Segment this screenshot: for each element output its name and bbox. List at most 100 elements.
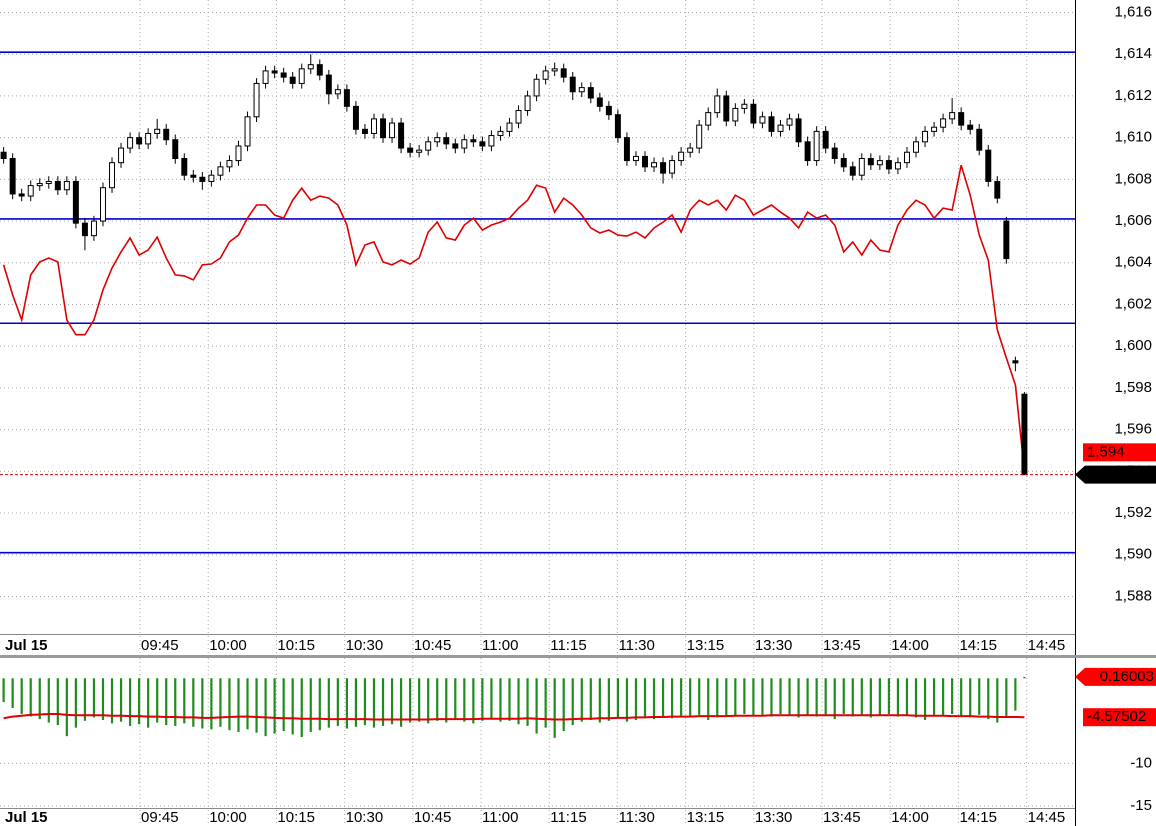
candle-body: [651, 162, 658, 168]
candle-body: [488, 135, 495, 147]
candle-body: [416, 149, 423, 153]
y-tick-label: 1,614: [1114, 45, 1152, 62]
candle-body: [560, 68, 567, 78]
candle-body: [109, 162, 116, 189]
candle-body: [334, 89, 341, 95]
x-tick-label: 10:15: [277, 809, 315, 826]
candle-body: [885, 160, 892, 170]
x-tick-label: 11:00: [482, 637, 518, 654]
candle-body: [596, 97, 603, 107]
price-tag: [1075, 667, 1156, 686]
candle-body: [940, 118, 947, 128]
candle-body: [253, 82, 260, 118]
candle-body: [632, 155, 639, 162]
candle-body: [723, 95, 730, 122]
candle-body: [515, 110, 522, 124]
candle-body: [36, 183, 43, 187]
candle-body: [506, 122, 513, 132]
candle-body: [172, 139, 179, 160]
candle-body: [72, 180, 79, 224]
candle-body: [813, 130, 820, 162]
y-tick-label: 1,608: [1114, 170, 1152, 187]
price-tag: [1075, 465, 1156, 484]
candle-body: [217, 166, 224, 176]
x-tick-label: 10:30: [346, 809, 384, 826]
candle-body: [551, 68, 558, 72]
candle-body: [795, 118, 802, 143]
candle-body: [154, 128, 161, 134]
y-tick-label: 1,600: [1114, 337, 1152, 354]
price-tag-label: 1,594: [1087, 443, 1125, 460]
candle-body: [840, 158, 847, 168]
candle-body: [271, 70, 278, 74]
candle-body: [352, 105, 359, 130]
candle-body: [316, 64, 323, 76]
x-tick-label: 09:45: [141, 637, 179, 654]
candle-body: [678, 151, 685, 162]
candle-body: [371, 118, 377, 134]
candle-body: [958, 112, 965, 126]
x-tick-label: 13:15: [687, 637, 725, 654]
candle-body: [136, 137, 143, 145]
candle-body: [777, 124, 784, 132]
panel-separator: [0, 655, 1156, 658]
candle-body: [145, 132, 152, 145]
y-tick-label: 1,612: [1114, 87, 1152, 104]
candle-body: [578, 87, 585, 93]
x-tick-label: 14:15: [959, 637, 997, 654]
x-tick-label: 14:45: [1028, 809, 1066, 826]
candle-body: [27, 185, 34, 197]
candle-body: [931, 126, 938, 132]
candle-body: [903, 151, 910, 164]
candle-body: [696, 124, 703, 149]
x-tick-label: Jul 15: [5, 637, 48, 654]
y-tick-label: 1,606: [1114, 212, 1152, 229]
x-tick-label: 10:30: [346, 637, 384, 654]
y-tick-label: 1,590: [1114, 546, 1152, 563]
candle-body: [244, 116, 251, 147]
x-tick-label: Jul 15: [5, 809, 48, 826]
candle-body: [9, 158, 16, 195]
x-tick-label: 13:30: [755, 637, 793, 654]
candle-body: [994, 180, 1001, 199]
candle-body: [623, 137, 630, 162]
candle-body: [533, 78, 540, 97]
candle-body: [0, 151, 7, 160]
y-tick-label: 1,602: [1114, 295, 1152, 312]
candle-body: [967, 124, 974, 130]
x-tick-label: 11:15: [550, 637, 586, 654]
candle-body: [163, 128, 170, 141]
candle-body: [687, 147, 694, 153]
candle-body: [497, 130, 504, 137]
candle-body: [443, 137, 450, 145]
x-tick-label: 14:00: [891, 637, 929, 654]
x-tick-label: 14:45: [1028, 637, 1066, 654]
candle-body: [118, 147, 125, 164]
candle-body: [524, 95, 531, 112]
x-tick-label: 11:15: [550, 809, 586, 826]
candle-body: [542, 70, 549, 80]
candle-body: [127, 137, 134, 149]
candle-body: [1012, 360, 1019, 364]
candle-body: [81, 222, 88, 237]
candle-body: [181, 158, 188, 176]
candle-body: [831, 147, 838, 160]
candle-body: [325, 74, 332, 95]
candle-body: [985, 149, 992, 182]
price-tag: [1083, 443, 1156, 462]
signal-line: [3, 713, 1025, 721]
candle-body: [45, 180, 52, 185]
candle-body: [949, 112, 956, 120]
candle-body: [461, 139, 468, 149]
candle-body: [208, 174, 215, 182]
candle-body: [90, 220, 97, 237]
candle-body: [289, 76, 296, 84]
x-tick-label: 13:45: [823, 637, 861, 654]
y-tick-label: 1,598: [1114, 379, 1152, 396]
candle-body: [470, 139, 477, 143]
candle-body: [913, 141, 919, 153]
x-tick-label: 11:00: [482, 809, 518, 826]
candle-body: [587, 87, 594, 99]
